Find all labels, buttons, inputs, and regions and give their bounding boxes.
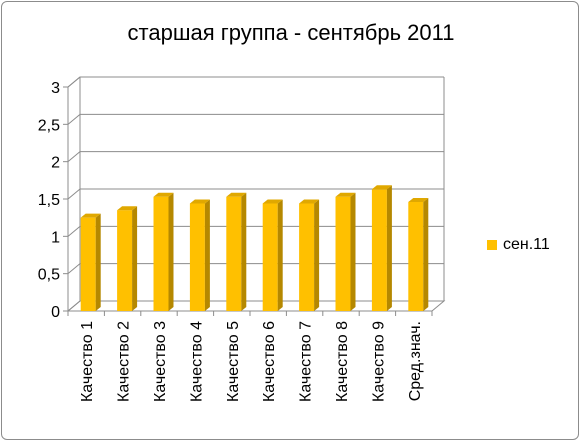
gridline-side bbox=[67, 113, 81, 125]
bar-top bbox=[262, 199, 283, 204]
x-tick-label: Сред.знач. bbox=[407, 321, 424, 401]
bar bbox=[262, 203, 278, 311]
y-tick-label: 1,5 bbox=[38, 192, 60, 209]
bar bbox=[299, 203, 315, 311]
bar-top bbox=[371, 185, 392, 190]
bar bbox=[189, 203, 205, 311]
y-tick-label: 0 bbox=[51, 304, 60, 321]
bar-top bbox=[153, 192, 174, 197]
x-tick-label: Качество 1 bbox=[79, 321, 96, 402]
bar bbox=[80, 217, 96, 311]
y-tick-label: 0,5 bbox=[38, 267, 60, 284]
x-tick-label: Качество 4 bbox=[188, 321, 205, 402]
bar-side bbox=[277, 199, 283, 311]
chart-title: старшая группа - сентябрь 2011 bbox=[127, 20, 455, 45]
bar-side bbox=[204, 199, 210, 311]
legend: сен.11 bbox=[487, 236, 550, 254]
gridline-side bbox=[67, 188, 81, 200]
y-tick-label: 2 bbox=[51, 155, 60, 172]
bar-side bbox=[386, 185, 392, 311]
bar bbox=[371, 189, 387, 311]
y-tick-label: 2,5 bbox=[38, 117, 60, 134]
bar-side bbox=[241, 192, 247, 311]
bar-side bbox=[95, 213, 101, 311]
bar-top bbox=[80, 213, 101, 218]
bar bbox=[153, 196, 169, 311]
bar-top bbox=[226, 192, 247, 197]
bar bbox=[335, 196, 351, 311]
bar-top bbox=[299, 199, 320, 204]
bar-side bbox=[314, 199, 320, 311]
bar bbox=[117, 210, 133, 311]
legend-swatch bbox=[487, 240, 497, 250]
bar-top bbox=[117, 206, 138, 211]
bar-top bbox=[189, 199, 210, 204]
bar-top bbox=[335, 192, 356, 197]
x-tick-label: Качество 8 bbox=[334, 321, 351, 402]
y-tick-label: 3 bbox=[51, 80, 60, 97]
bar-top bbox=[408, 197, 429, 202]
x-tick-label: Качество 7 bbox=[298, 321, 315, 402]
bar-side bbox=[132, 206, 138, 311]
gridline-side bbox=[67, 151, 81, 163]
bar-side bbox=[350, 192, 356, 311]
legend-label: сен.11 bbox=[503, 236, 550, 253]
x-tick-label: Качество 5 bbox=[225, 321, 242, 402]
bar bbox=[408, 201, 424, 311]
x-tick-label: Качество 9 bbox=[370, 321, 387, 402]
gridline-side bbox=[67, 76, 81, 88]
gridline-side bbox=[67, 263, 81, 275]
x-tick-label: Качество 3 bbox=[152, 321, 169, 402]
y-tick-label: 1 bbox=[51, 229, 60, 246]
x-tick-label: Качество 6 bbox=[261, 321, 278, 402]
back-wall-top bbox=[67, 76, 444, 88]
bar bbox=[226, 196, 242, 311]
bar-side bbox=[423, 197, 429, 311]
gridline-side bbox=[67, 225, 81, 237]
x-tick-label: Качество 2 bbox=[116, 321, 133, 402]
bar-side bbox=[168, 192, 174, 311]
